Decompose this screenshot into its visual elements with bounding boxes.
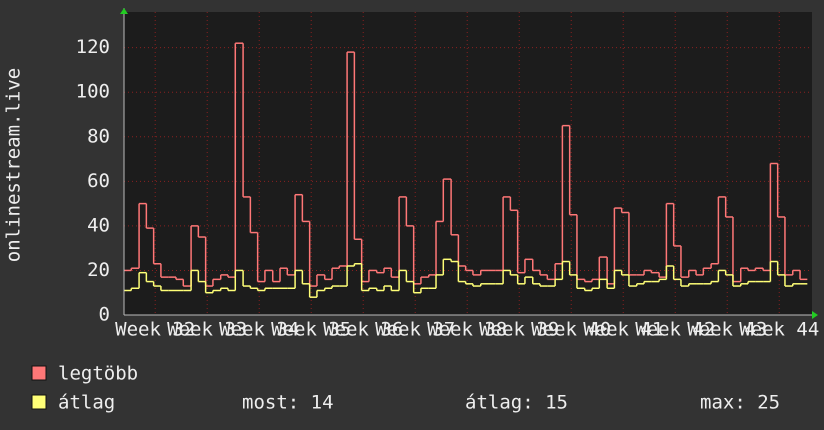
stat-average: átlag: 15 <box>465 392 568 414</box>
x-tick-label: Week 32 <box>115 319 195 341</box>
x-tick-label: Week 33 <box>167 319 247 341</box>
plot-layer <box>124 12 812 316</box>
y-tick-label: 120 <box>76 36 110 58</box>
y-tick-label: 60 <box>87 170 110 192</box>
stat-max: max: 25 <box>700 392 780 414</box>
x-tick-label: Week 40 <box>531 319 611 341</box>
series-line <box>124 258 808 298</box>
y-tick-label: 40 <box>87 214 110 236</box>
legend-label: legtöbb <box>58 363 138 385</box>
x-tick-label: Week 43 <box>687 319 767 341</box>
y-tick-label: 80 <box>87 125 110 147</box>
stat-current: most: 14 <box>242 392 334 414</box>
x-axis-arrow <box>812 311 818 319</box>
x-tick-label: Week 35 <box>271 319 351 341</box>
x-tick-label: Week 37 <box>375 319 455 341</box>
x-tick-label: Week 38 <box>427 319 507 341</box>
y-axis-label: onlinestream.live <box>3 68 25 262</box>
x-tick-label: Week 34 <box>219 319 299 341</box>
x-tick-label: Week 41 <box>583 319 663 341</box>
x-tick-label: Week 44 <box>739 319 819 341</box>
x-tick-label: Week 39 <box>479 319 559 341</box>
y-axis-arrow <box>120 8 128 14</box>
x-tick-label: Week 42 <box>635 319 715 341</box>
x-tick-label: Week 36 <box>323 319 403 341</box>
legend-swatch <box>31 394 47 410</box>
y-tick-label: 100 <box>76 81 110 103</box>
y-tick-label: 0 <box>99 304 110 326</box>
legend-label: átlag <box>58 392 115 414</box>
legend-swatch <box>31 365 47 381</box>
y-tick-label: 20 <box>87 259 110 281</box>
plot-area <box>124 12 812 315</box>
